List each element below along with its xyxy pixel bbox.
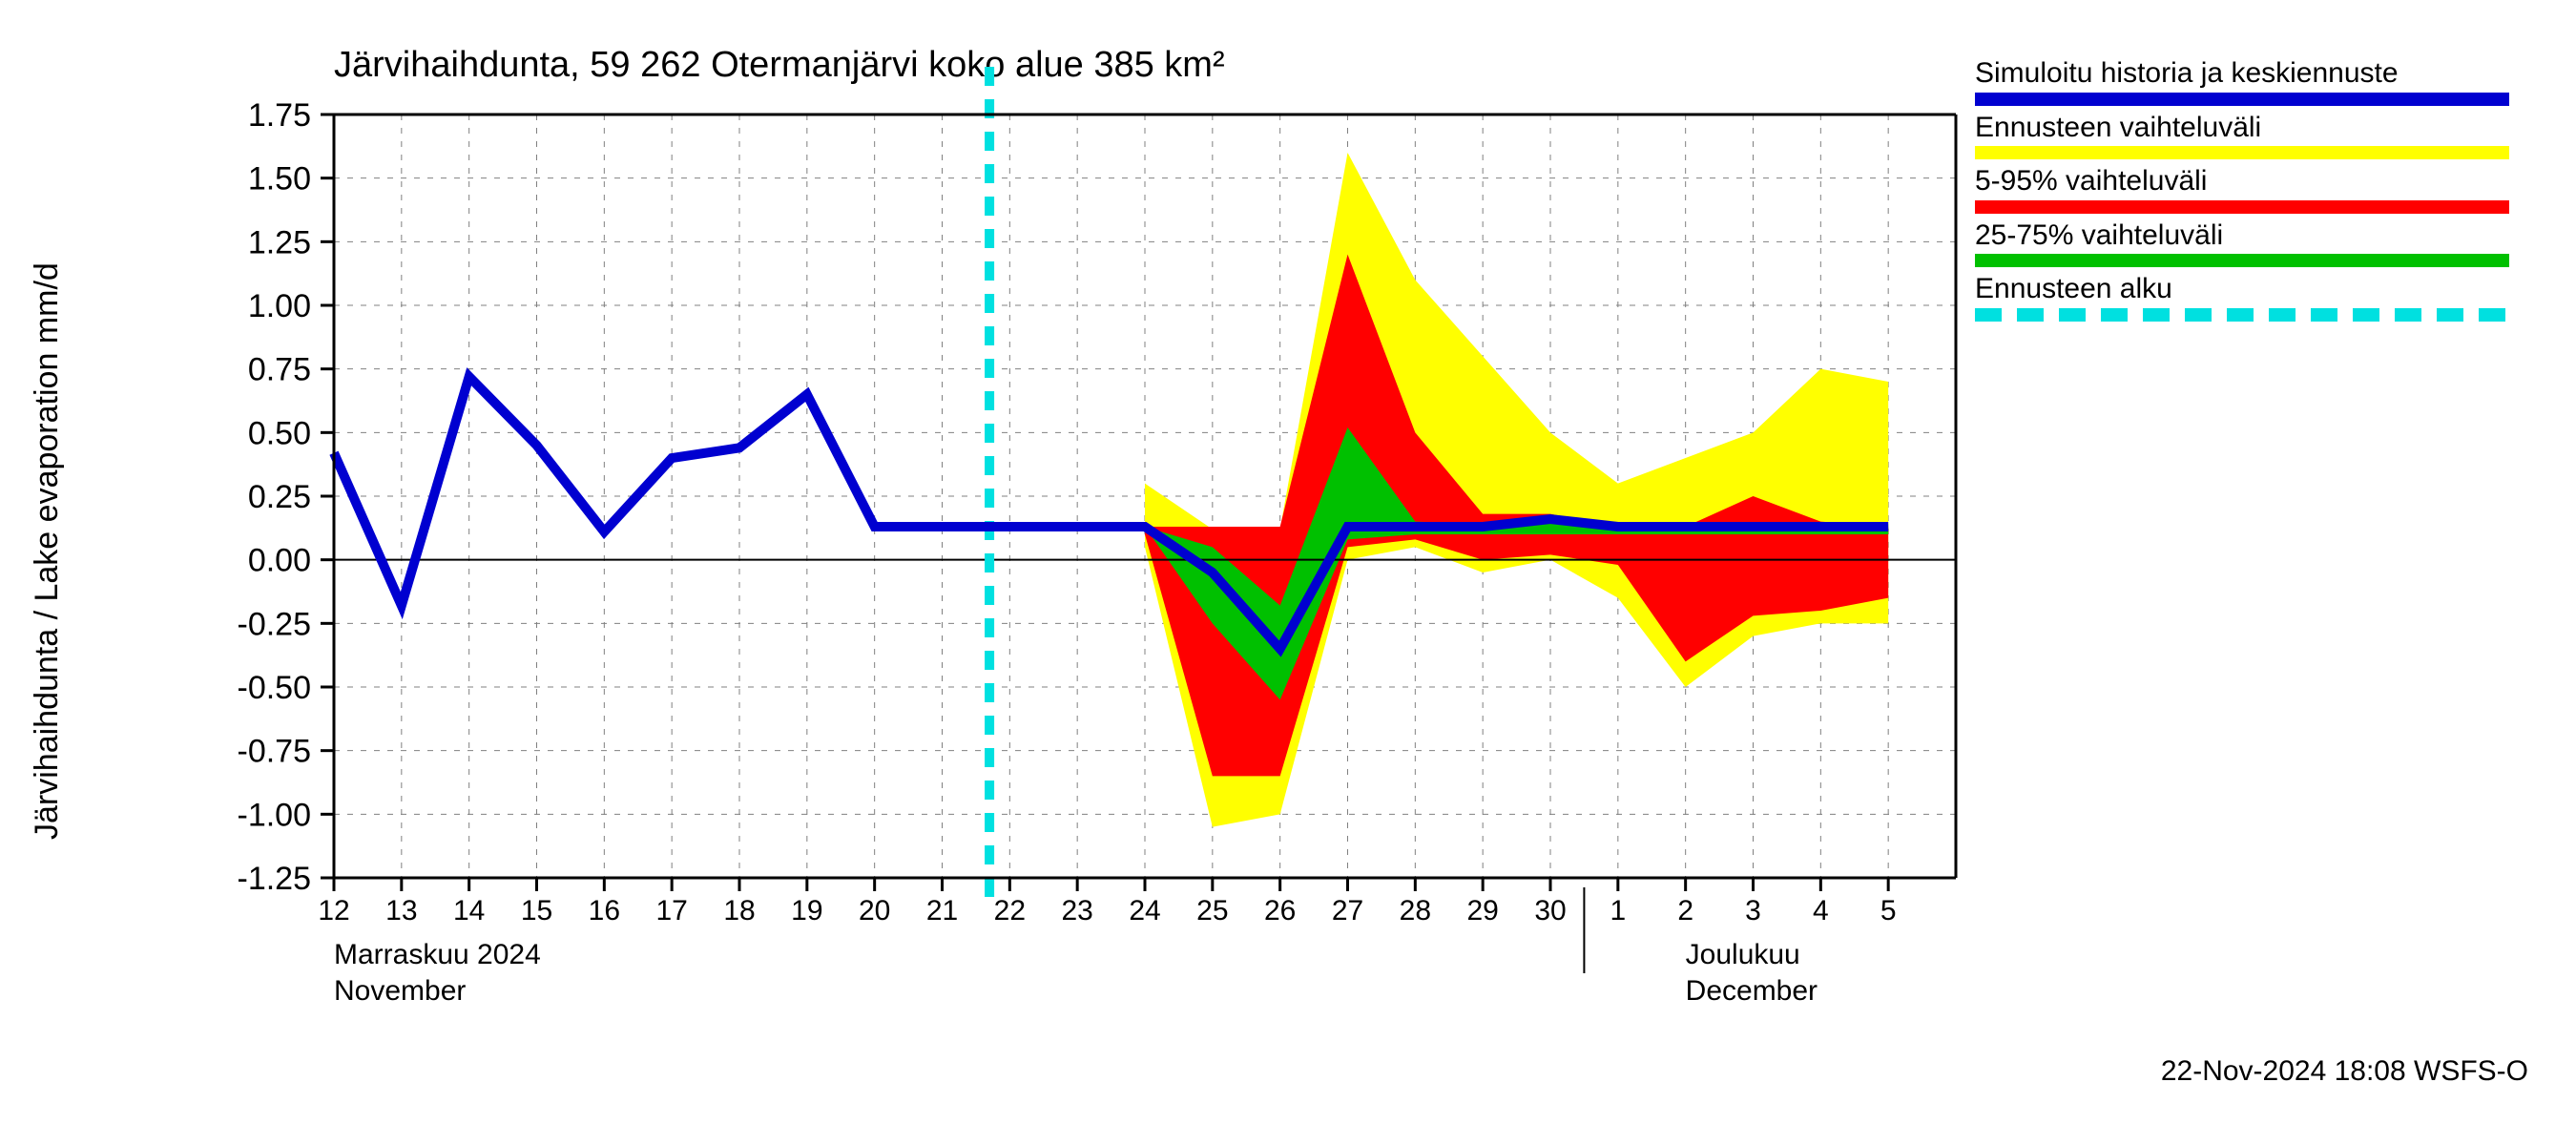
svg-text:29: 29: [1466, 895, 1498, 926]
svg-text:-0.25: -0.25: [238, 606, 312, 642]
legend-label: Ennusteen alku: [1975, 273, 2509, 306]
svg-text:20: 20: [859, 895, 890, 926]
chart-container: Järvihaihdunta, 59 262 Otermanjärvi koko…: [0, 0, 2576, 1145]
svg-text:1.50: 1.50: [248, 161, 311, 198]
svg-text:4: 4: [1813, 895, 1829, 926]
svg-text:24: 24: [1129, 895, 1160, 926]
svg-text:19: 19: [791, 895, 822, 926]
svg-text:1.75: 1.75: [248, 97, 311, 134]
svg-text:2: 2: [1677, 895, 1693, 926]
svg-text:14: 14: [453, 895, 485, 926]
svg-text:-1.25: -1.25: [238, 861, 312, 897]
svg-text:16: 16: [589, 895, 620, 926]
svg-text:13: 13: [385, 895, 417, 926]
legend: Simuloitu historia ja keskiennuste Ennust…: [1975, 57, 2509, 327]
svg-text:22: 22: [994, 895, 1026, 926]
svg-text:December: December: [1686, 975, 1818, 1007]
svg-text:27: 27: [1332, 895, 1363, 926]
svg-text:12: 12: [318, 895, 349, 926]
svg-text:Järvihaihdunta / Lake evaporat: Järvihaihdunta / Lake evaporation mm/d: [29, 262, 65, 840]
legend-swatch: [1975, 146, 2509, 159]
legend-item: 25-75% vaihteluväli: [1975, 219, 2509, 268]
svg-text:26: 26: [1264, 895, 1296, 926]
svg-text:5: 5: [1880, 895, 1897, 926]
svg-text:3: 3: [1745, 895, 1761, 926]
svg-text:-0.50: -0.50: [238, 670, 312, 706]
legend-item: 5-95% vaihteluväli: [1975, 165, 2509, 214]
svg-text:28: 28: [1400, 895, 1431, 926]
svg-text:25: 25: [1196, 895, 1228, 926]
legend-swatch: [1975, 254, 2509, 267]
svg-text:1: 1: [1610, 895, 1626, 926]
legend-label: Ennusteen vaihteluväli: [1975, 112, 2509, 145]
svg-text:Järvihaihdunta, 59 262 Oterman: Järvihaihdunta, 59 262 Otermanjärvi koko…: [334, 45, 1225, 85]
legend-item: Ennusteen alku: [1975, 273, 2509, 322]
legend-item: Ennusteen vaihteluväli: [1975, 112, 2509, 160]
legend-item: Simuloitu historia ja keskiennuste: [1975, 57, 2509, 106]
svg-text:0.75: 0.75: [248, 352, 311, 388]
legend-label: 25-75% vaihteluväli: [1975, 219, 2509, 253]
svg-text:0.00: 0.00: [248, 543, 311, 579]
svg-text:1.25: 1.25: [248, 224, 311, 260]
svg-text:-0.75: -0.75: [238, 734, 312, 770]
svg-text:-1.00: -1.00: [238, 797, 312, 833]
svg-text:17: 17: [655, 895, 687, 926]
legend-swatch: [1975, 93, 2509, 106]
svg-text:15: 15: [521, 895, 552, 926]
svg-text:0.25: 0.25: [248, 479, 311, 515]
svg-text:1.00: 1.00: [248, 288, 311, 324]
legend-label: 5-95% vaihteluväli: [1975, 165, 2509, 198]
svg-text:November: November: [334, 975, 466, 1007]
legend-swatch: [1975, 308, 2509, 322]
svg-text:30: 30: [1534, 895, 1566, 926]
svg-text:Joulukuu: Joulukuu: [1686, 939, 1800, 970]
svg-text:Marraskuu 2024: Marraskuu 2024: [334, 939, 541, 970]
legend-label: Simuloitu historia ja keskiennuste: [1975, 57, 2509, 91]
svg-text:21: 21: [926, 895, 958, 926]
svg-text:23: 23: [1061, 895, 1092, 926]
legend-swatch: [1975, 200, 2509, 214]
svg-text:18: 18: [723, 895, 755, 926]
svg-text:0.50: 0.50: [248, 415, 311, 451]
footer-timestamp: 22-Nov-2024 18:08 WSFS-O: [2161, 1055, 2528, 1088]
